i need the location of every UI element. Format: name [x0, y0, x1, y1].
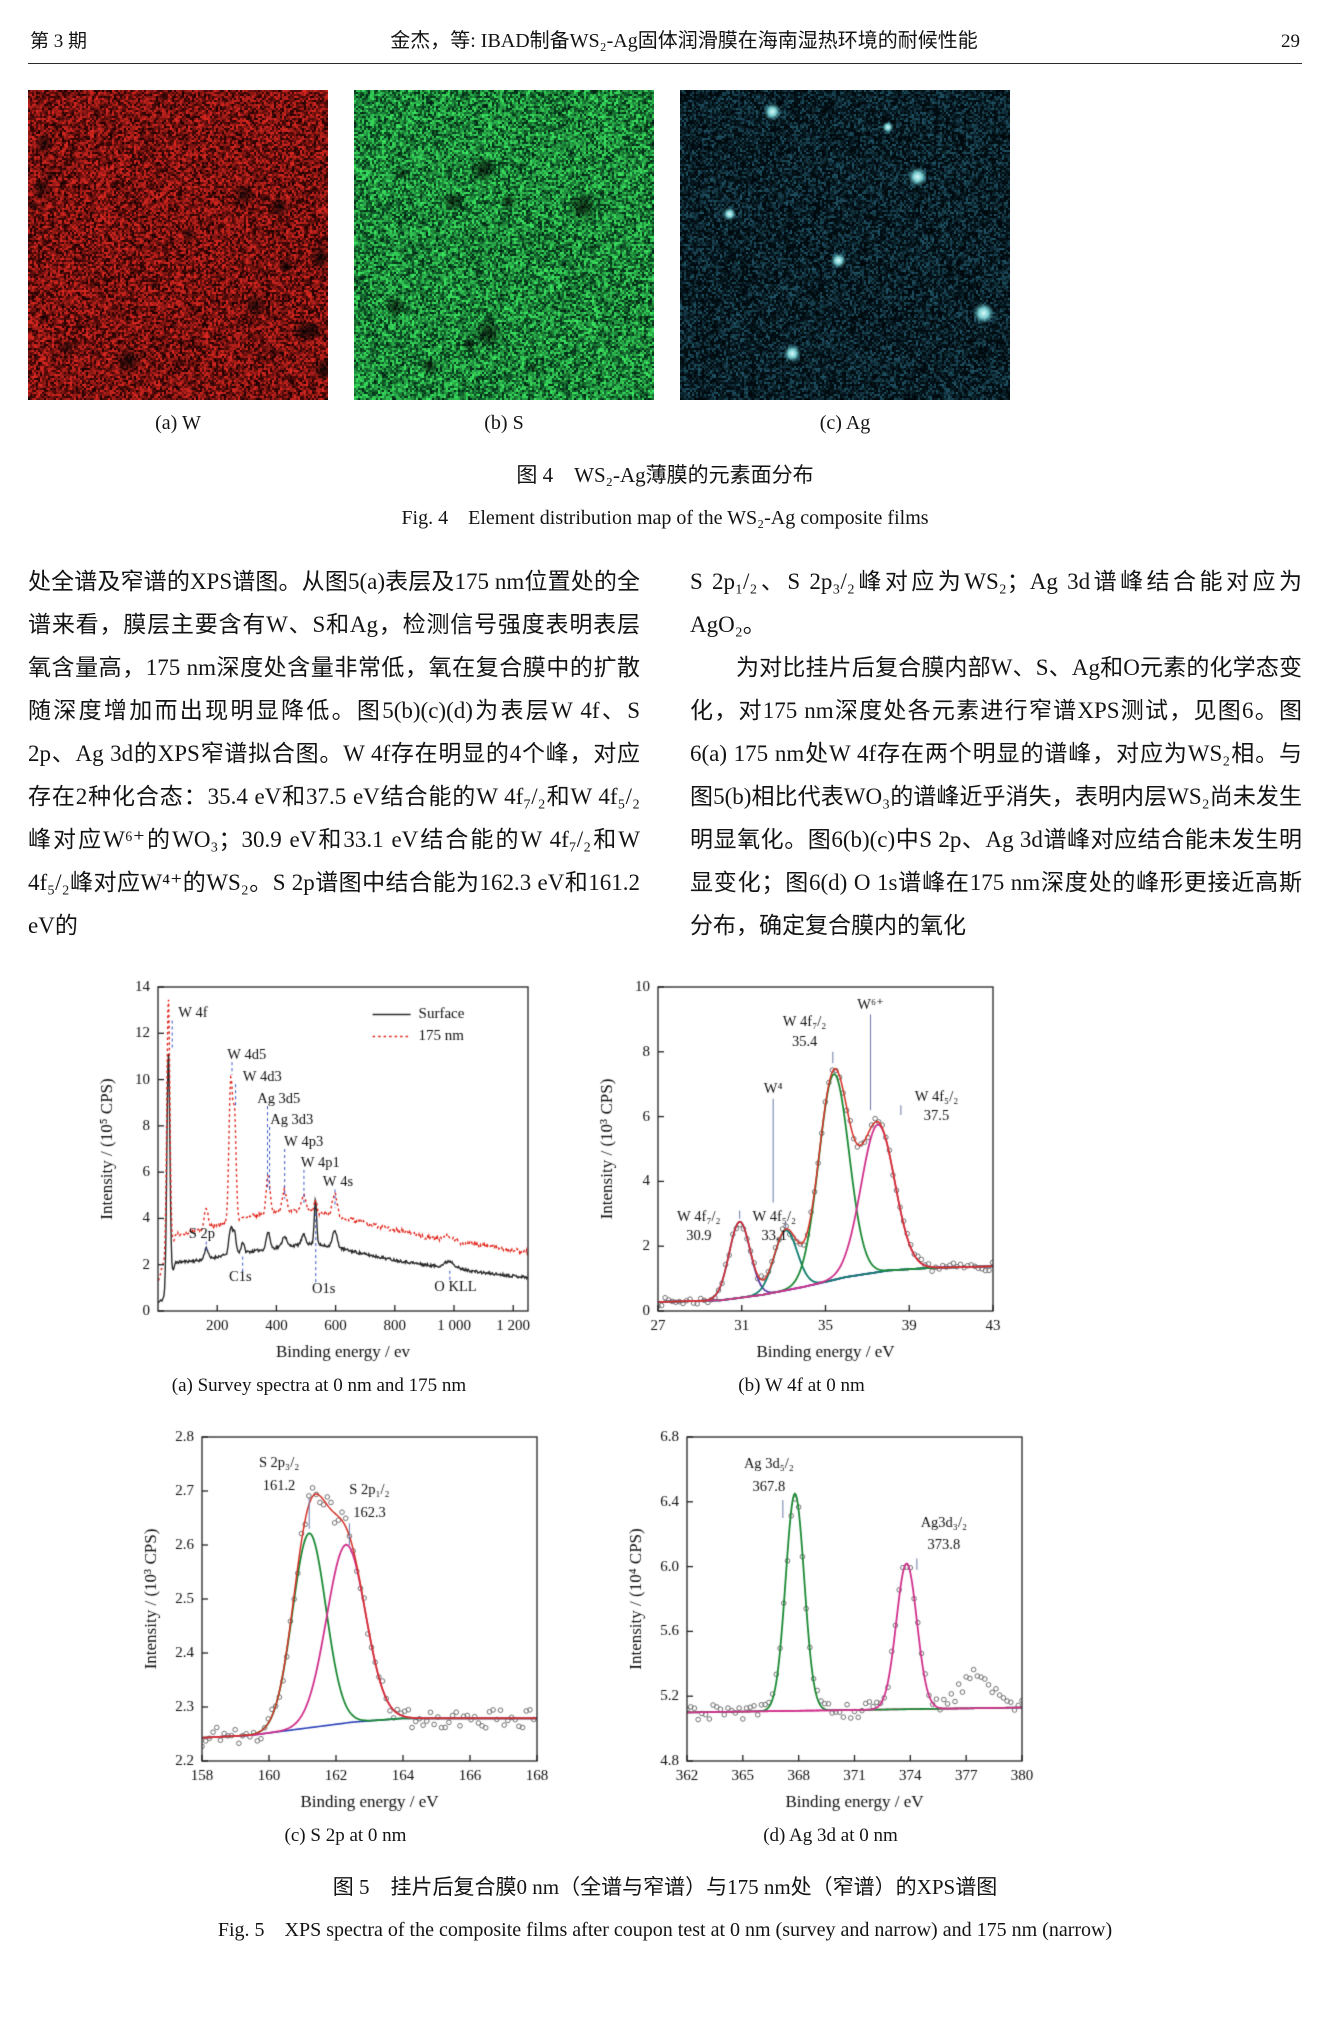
eds-map-panel-ag: (c) Ag: [680, 90, 1010, 435]
xps-ag3d-plot: [623, 1423, 1038, 1823]
left-column: 处全谱及窄谱的XPS谱图。从图5(a)表层及175 nm位置处的全谱来看，膜层主…: [28, 560, 640, 947]
chart-caption: (c) S 2p at 0 nm: [284, 1825, 407, 1846]
eds-map-w-image: [28, 90, 328, 400]
chart-caption: (d) Ag 3d at 0 nm: [763, 1825, 898, 1846]
xps-s2p-plot: [138, 1423, 553, 1823]
chart-row-1: (a) Survey spectra at 0 nm and 175 nm (b…: [94, 973, 1302, 1397]
chart-caption: (b) W 4f at 0 nm: [738, 1375, 865, 1396]
eds-map-ag-image: [680, 90, 1010, 400]
eds-map-panel-w: (a) W: [28, 90, 328, 435]
chart-caption: (a) Survey spectra at 0 nm and 175 nm: [171, 1375, 467, 1396]
eds-map-s-image: [354, 90, 654, 400]
body-text: 处全谱及窄谱的XPS谱图。从图5(a)表层及175 nm位置处的全谱来看，膜层主…: [28, 560, 1302, 947]
panel-label: (a) W: [155, 412, 201, 434]
right-column: S 2p₁/₂、S 2p₃/₂峰对应为WS₂；Ag 3d谱峰结合能对应为AgO₂…: [690, 560, 1302, 947]
page-header: 第 3 期 金杰，等: IBAD制备WS₂-Ag固体润滑膜在海南湿热环境的耐候性…: [28, 18, 1302, 64]
figure5-caption-zh: 图 5 挂片后复合膜0 nm（全谱与窄谱）与175 nm处（窄谱）的XPS谱图: [332, 1875, 998, 1899]
panel-label: (c) Ag: [819, 412, 871, 434]
paragraph: 处全谱及窄谱的XPS谱图。从图5(a)表层及175 nm位置处的全谱来看，膜层主…: [28, 569, 640, 938]
figure4-caption-zh: 图 4 WS₂-Ag薄膜的元素面分布: [516, 463, 814, 487]
xps-s2p-chart: (c) S 2p at 0 nm: [138, 1423, 553, 1847]
figure4-caption-en: Fig. 4 Element distribution map of the W…: [401, 507, 929, 529]
figure4-panels: (a) W (b) S (c) Ag: [28, 90, 1302, 435]
paragraph: S 2p₁/₂、S 2p₃/₂峰对应为WS₂；Ag 3d谱峰结合能对应为AgO₂…: [690, 569, 1302, 637]
figure5-charts: (a) Survey spectra at 0 nm and 175 nm (b…: [28, 973, 1302, 1847]
panel-label: (b) S: [484, 412, 524, 434]
journal-issue: 第 3 期: [30, 31, 88, 52]
paragraph: 为对比挂片后复合膜内部W、S、Ag和O元素的化学态变化，对175 nm深度处各元…: [690, 655, 1302, 938]
xps-w4f-plot: [594, 973, 1009, 1373]
xps-survey-plot: [94, 973, 544, 1373]
running-title: 金杰，等: IBAD制备WS₂-Ag固体润滑膜在海南湿热环境的耐候性能: [390, 30, 978, 52]
chart-row-2: (c) S 2p at 0 nm (d) Ag 3d at 0 nm: [138, 1423, 1302, 1847]
xps-survey-chart: (a) Survey spectra at 0 nm and 175 nm: [94, 973, 544, 1397]
figure5-caption-en: Fig. 5 XPS spectra of the composite film…: [217, 1919, 1113, 1941]
xps-w4f-chart: (b) W 4f at 0 nm: [594, 973, 1009, 1397]
eds-map-panel-s: (b) S: [354, 90, 654, 435]
xps-ag3d-chart: (d) Ag 3d at 0 nm: [623, 1423, 1038, 1847]
page-number: 29: [1280, 31, 1300, 52]
